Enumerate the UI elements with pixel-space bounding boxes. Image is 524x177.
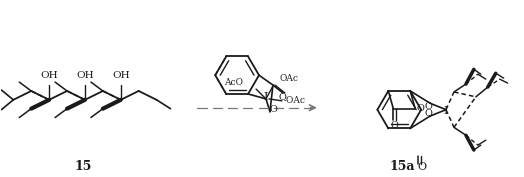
- Text: AcO: AcO: [224, 78, 243, 87]
- Text: I: I: [444, 106, 448, 116]
- Text: 15: 15: [74, 160, 92, 173]
- Text: O: O: [279, 93, 287, 102]
- Text: O: O: [417, 162, 427, 172]
- Text: OH: OH: [112, 71, 129, 80]
- Text: O: O: [424, 102, 432, 111]
- Text: I: I: [264, 92, 268, 102]
- Text: O: O: [424, 109, 432, 118]
- Text: O: O: [269, 105, 277, 114]
- Text: OAc: OAc: [280, 74, 299, 83]
- Text: OH: OH: [76, 71, 94, 80]
- Text: O: O: [416, 104, 424, 113]
- Text: 15a: 15a: [389, 160, 415, 173]
- Text: OH: OH: [40, 71, 58, 80]
- Text: O: O: [390, 121, 398, 130]
- Text: -OAc: -OAc: [284, 96, 306, 105]
